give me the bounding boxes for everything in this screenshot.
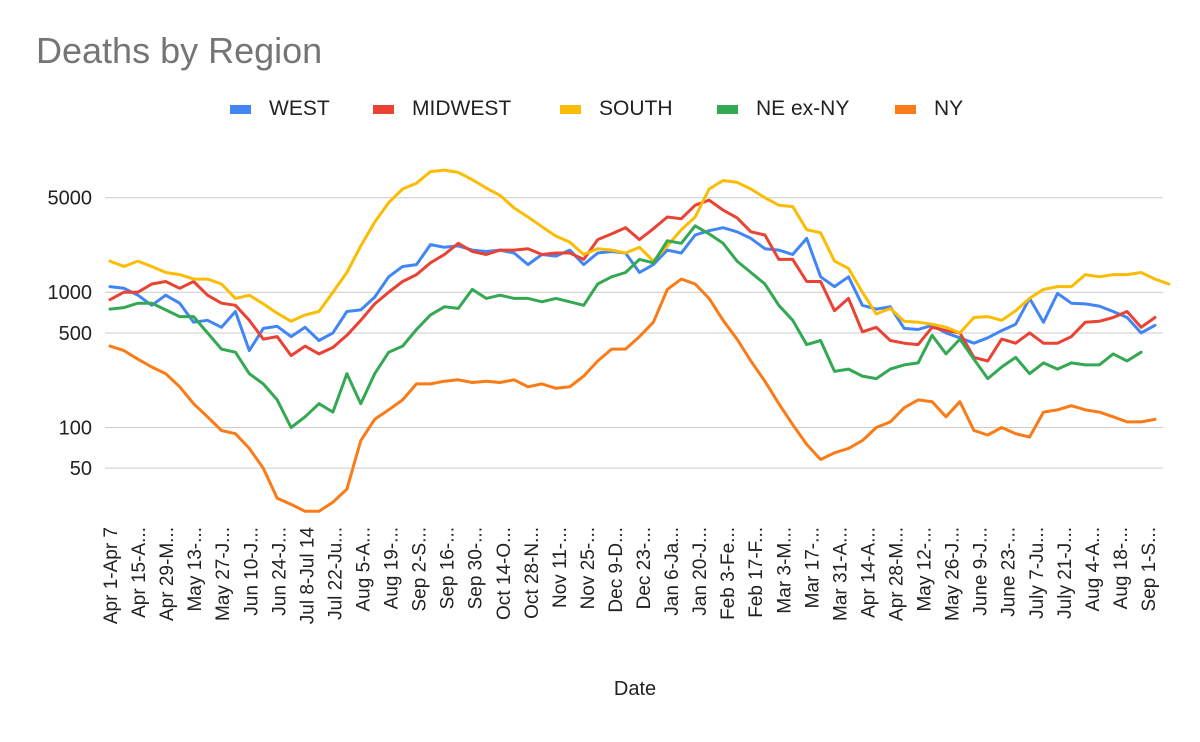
x-tick-label: Apr 29-M...: [157, 527, 178, 621]
legend-swatch-ny: [895, 104, 916, 114]
x-tick-label: Apr 1-Apr 7: [101, 527, 122, 624]
x-tick-label: Sep 16-...: [438, 527, 459, 609]
legend-label-ne-ex-ny: NE ex-NY: [756, 97, 850, 120]
x-axis-tick-labels: Apr 1-Apr 7 Apr 15-A... Apr 29-M... May 13-…: [101, 527, 1160, 625]
x-tick-label: Dec 9-D...: [606, 527, 627, 613]
y-axis-tick-labels: 50 100 500 1000 5000: [48, 188, 93, 480]
series-line-ne-ex-ny[interactable]: [108, 224, 1143, 429]
x-tick-label: July 7-Ju...: [1027, 527, 1048, 619]
series-line-west[interactable]: [108, 226, 1157, 353]
legend-swatch-south: [560, 104, 581, 114]
legend-item-west[interactable]: WEST: [230, 97, 330, 121]
x-tick-label: July 21-J...: [1055, 527, 1076, 619]
x-tick-label: Nov 25-...: [578, 527, 599, 609]
x-tick-label: Apr 15-A...: [129, 527, 150, 618]
x-tick-label: Aug 18-...: [1111, 527, 1132, 609]
x-tick-label: May 12-...: [915, 527, 936, 611]
legend-label-west: WEST: [269, 97, 330, 120]
x-tick-label: Sep 2-S...: [410, 527, 431, 612]
x-tick-label: Aug 19-...: [382, 527, 403, 609]
x-tick-label: Sep 1-S...: [1139, 527, 1160, 612]
x-tick-label: Jul 22-Ju...: [325, 527, 346, 620]
x-tick-label: May 13-...: [185, 527, 206, 611]
legend: WEST MIDWEST SOUTH NE ex-NY NY: [0, 97, 1200, 127]
x-tick-label: Dec 23-...: [634, 527, 655, 609]
legend-label-ny: NY: [934, 97, 964, 120]
x-tick-label: Oct 28-N...: [522, 527, 543, 619]
x-tick-label: Apr 28-M...: [887, 527, 908, 621]
x-tick-label: Jun 24-J...: [269, 527, 290, 616]
x-tick-label: June 23-...: [999, 527, 1020, 617]
legend-item-ne-ex-ny[interactable]: NE ex-NY: [717, 97, 849, 121]
legend-swatch-midwest: [373, 104, 394, 114]
y-tick-label: 5000: [48, 188, 93, 210]
series-line-south[interactable]: [108, 168, 1171, 335]
x-tick-label: May 27-J...: [213, 527, 234, 621]
y-tick-label: 50: [70, 458, 92, 480]
legend-item-midwest[interactable]: MIDWEST: [373, 97, 511, 121]
y-tick-label: 500: [59, 323, 92, 345]
x-tick-label: May 26-J...: [943, 527, 964, 621]
x-tick-label: Nov 11-...: [550, 527, 571, 608]
x-tick-label: Feb 3-Fe...: [718, 527, 739, 620]
x-tick-label: Feb 17-F...: [746, 527, 767, 618]
legend-swatch-west: [230, 104, 251, 114]
legend-label-south: SOUTH: [599, 97, 673, 120]
series-line-ny[interactable]: [108, 277, 1157, 513]
x-tick-label: June 9-J...: [971, 527, 992, 616]
x-tick-label: Mar 3-M...: [774, 527, 795, 614]
x-tick-label: Aug 4-A...: [1083, 527, 1104, 612]
x-tick-label: Jun 10-J...: [241, 527, 262, 616]
x-tick-label: Apr 14-A...: [859, 527, 880, 618]
legend-item-south[interactable]: SOUTH: [560, 97, 673, 121]
y-tick-label: 100: [59, 417, 92, 439]
x-tick-label: Jul 8-Jul 14: [297, 527, 318, 625]
chart-title: Deaths by Region: [36, 30, 323, 71]
x-tick-label: Sep 30-...: [466, 527, 487, 609]
legend-item-ny[interactable]: NY: [895, 97, 963, 121]
x-tick-label: Mar 17-...: [802, 527, 823, 608]
gridlines: [105, 197, 1163, 469]
x-tick-label: Mar 31-A...: [830, 527, 851, 621]
x-tick-label: Aug 5-A...: [354, 527, 375, 612]
legend-label-midwest: MIDWEST: [412, 97, 512, 120]
x-axis-title: Date: [613, 678, 657, 700]
x-tick-label: Jan 20-J...: [690, 527, 711, 616]
x-tick-label: Jan 6-Ja...: [662, 527, 683, 616]
series-line-midwest[interactable]: [108, 198, 1157, 363]
legend-swatch-ne-ex-ny: [717, 104, 738, 114]
x-tick-label: Oct 14-O...: [494, 527, 515, 620]
y-tick-label: 1000: [48, 282, 93, 304]
series-lines: [108, 168, 1171, 513]
